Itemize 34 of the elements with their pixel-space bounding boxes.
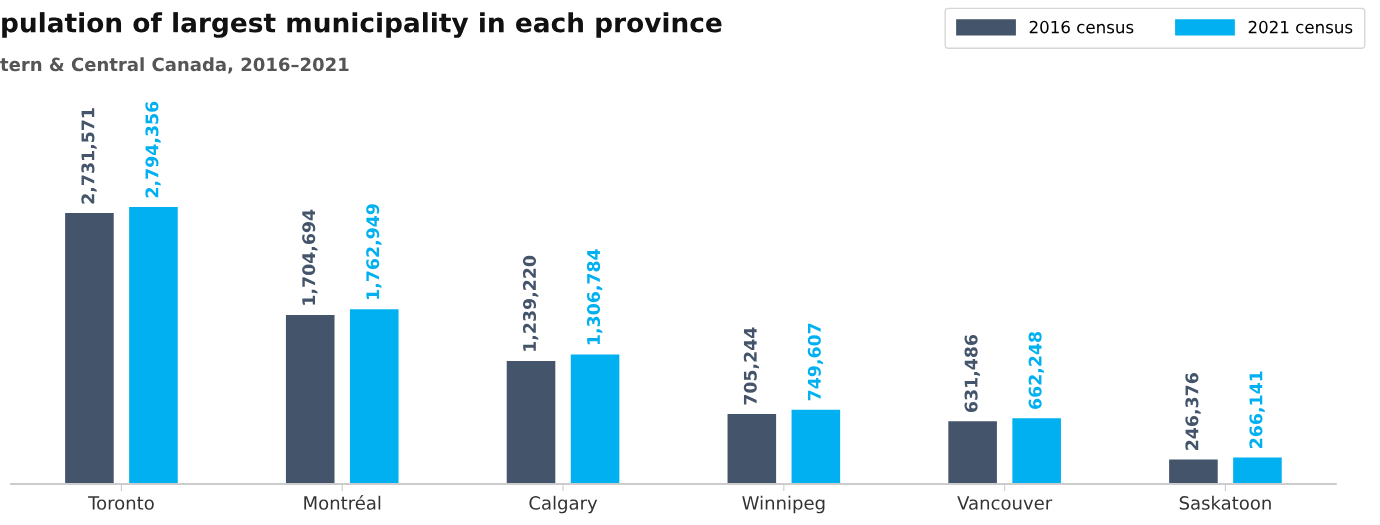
data-label: 1,306,784 <box>586 249 603 345</box>
bar <box>65 213 114 484</box>
bar <box>349 309 399 484</box>
data-label: 749,607 <box>807 323 824 401</box>
x-tick-label: Saskatoon <box>1179 495 1271 510</box>
bar <box>948 421 997 484</box>
bar <box>570 354 620 484</box>
bar <box>727 414 777 484</box>
legend-label: 2021 census <box>1248 20 1353 34</box>
data-label: 705,244 <box>743 327 760 405</box>
data-label: 1,762,949 <box>366 204 382 299</box>
bar <box>129 206 178 484</box>
data-label: 2,731,571 <box>81 108 97 204</box>
bar <box>285 314 335 484</box>
bar <box>1012 418 1061 484</box>
bar <box>1169 459 1218 484</box>
data-label: 2,794,356 <box>145 101 161 198</box>
x-tick-label: Vancouver <box>957 496 1053 510</box>
data-label: 662,248 <box>1028 332 1044 409</box>
data-label: 266,141 <box>1249 371 1265 448</box>
chart-title: pulation of largest municipality in each province <box>2 12 722 38</box>
bar <box>1233 457 1282 484</box>
x-tick-label: Montréal <box>304 495 381 510</box>
x-tick-label: Calgary <box>529 495 598 514</box>
data-label: 246,376 <box>1185 373 1201 450</box>
bar <box>506 361 556 484</box>
chart-subtitle: tern & Central Canada, 2016–2021 <box>0 57 349 74</box>
data-label: 1,704,694 <box>302 209 318 305</box>
legend-label: 2016 census <box>1029 20 1134 34</box>
bar <box>791 409 841 484</box>
x-tick-label: Winnipeg <box>742 495 825 514</box>
x-tick-label: Toronto <box>88 496 154 510</box>
data-label: 1,239,220 <box>522 255 539 351</box>
data-label: 631,486 <box>964 334 980 412</box>
